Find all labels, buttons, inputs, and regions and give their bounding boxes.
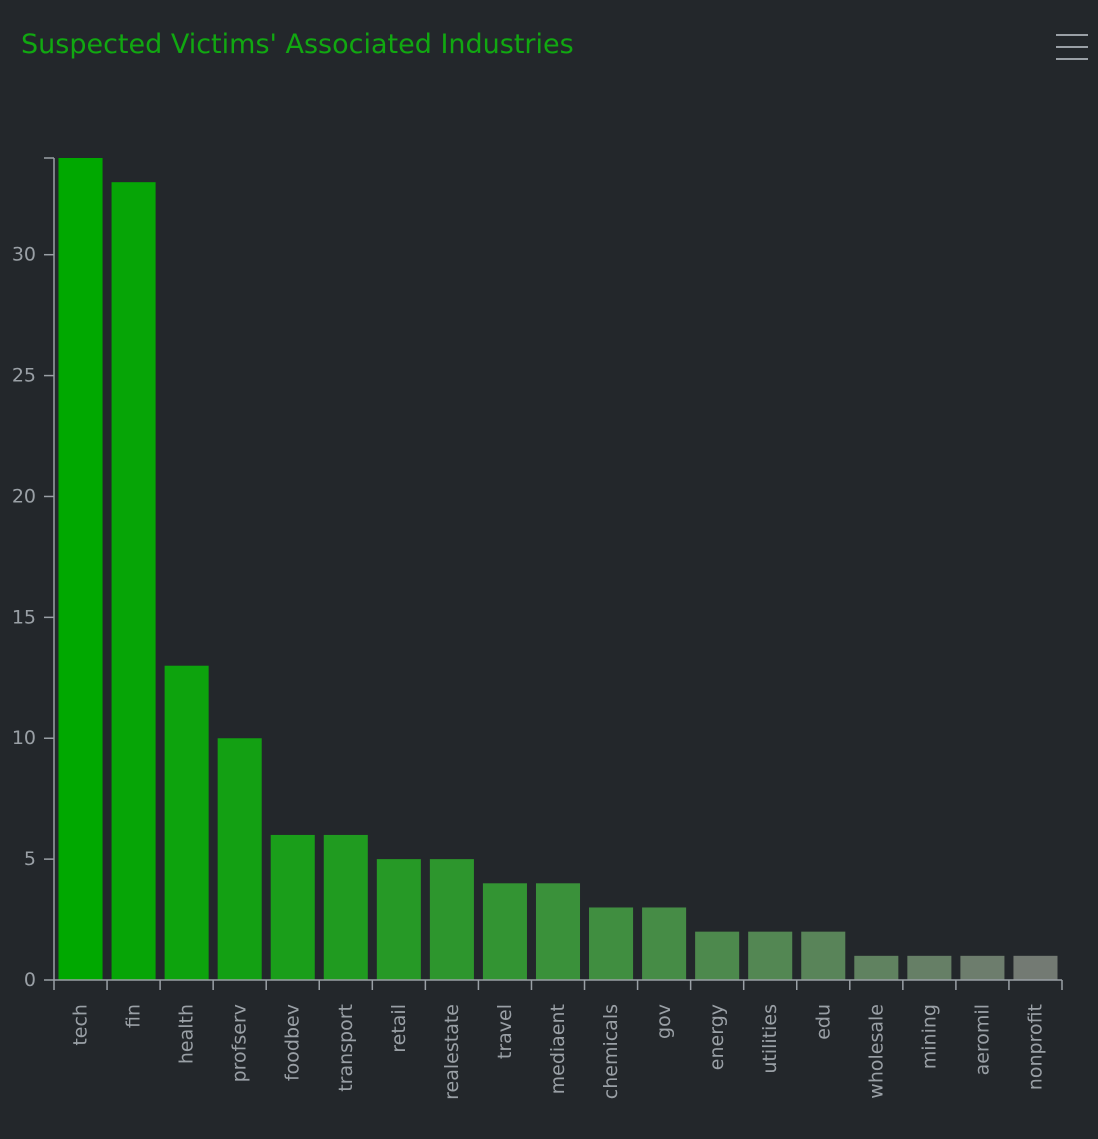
- x-tick-label: aeromil: [971, 1004, 993, 1075]
- chart-menu-button[interactable]: [1052, 28, 1092, 66]
- bar-mining[interactable]: [907, 955, 952, 980]
- bar-tech[interactable]: [58, 158, 103, 980]
- x-tick-label: mining: [918, 1004, 940, 1069]
- bars-group: [58, 158, 1058, 980]
- y-tick-label: 30: [12, 244, 36, 266]
- hamburger-menu-icon: [1056, 34, 1088, 36]
- y-tick-label: 0: [24, 969, 36, 991]
- y-axis: 0 5 10 15 20 25 30: [12, 157, 55, 991]
- x-tick-label: utilities: [759, 1004, 781, 1074]
- chart-title: Suspected Victims' Associated Industries: [21, 29, 574, 60]
- x-tick-label: transport: [335, 1004, 357, 1092]
- bar-profserv[interactable]: [217, 738, 262, 980]
- bar-fin[interactable]: [111, 182, 156, 980]
- x-tick-label: fin: [123, 1004, 145, 1028]
- bar-nonprofit[interactable]: [1013, 955, 1058, 980]
- bar-transport[interactable]: [323, 834, 368, 980]
- y-tick-label: 25: [12, 365, 36, 387]
- bar-energy[interactable]: [695, 931, 740, 980]
- y-tick-label: 20: [12, 485, 36, 507]
- x-tick-label: tech: [70, 1004, 92, 1046]
- x-tick-label: travel: [494, 1004, 516, 1059]
- x-tick-label: gov: [653, 1004, 675, 1039]
- hamburger-menu-icon-line: [1056, 46, 1088, 48]
- x-tick-label: foodbev: [282, 1004, 304, 1081]
- bar-gov[interactable]: [642, 907, 687, 980]
- x-tick-label: realestate: [441, 1004, 463, 1100]
- bar-retail[interactable]: [376, 859, 421, 980]
- bar-utilities[interactable]: [748, 931, 793, 980]
- bar-travel[interactable]: [482, 883, 527, 980]
- x-tick-label: retail: [388, 1004, 410, 1053]
- x-tick-label: edu: [812, 1004, 834, 1040]
- bar-foodbev[interactable]: [270, 834, 315, 980]
- x-tick-label: profserv: [229, 1004, 251, 1082]
- x-tick-label: health: [176, 1004, 198, 1064]
- y-tick-label: 15: [12, 606, 36, 628]
- bar-health[interactable]: [164, 665, 209, 980]
- bar-mediaent[interactable]: [535, 883, 581, 980]
- bar-chemicals[interactable]: [589, 907, 634, 980]
- y-tick-label: 10: [12, 727, 36, 749]
- bar-aeromil[interactable]: [960, 955, 1005, 980]
- x-axis: tech fin health profserv foodbev transport ret…: [53, 979, 1063, 1100]
- bar-edu[interactable]: [801, 931, 846, 980]
- bar-realestate[interactable]: [429, 859, 474, 980]
- hamburger-menu-icon-line: [1056, 58, 1088, 60]
- bar-wholesale[interactable]: [854, 955, 899, 980]
- x-tick-label: energy: [706, 1004, 728, 1070]
- x-tick-label: chemicals: [600, 1004, 622, 1099]
- y-tick-label: 5: [24, 848, 36, 870]
- x-tick-label: nonprofit: [1024, 1004, 1046, 1090]
- x-tick-label: wholesale: [865, 1004, 887, 1099]
- x-tick-label: mediaent: [547, 1004, 569, 1094]
